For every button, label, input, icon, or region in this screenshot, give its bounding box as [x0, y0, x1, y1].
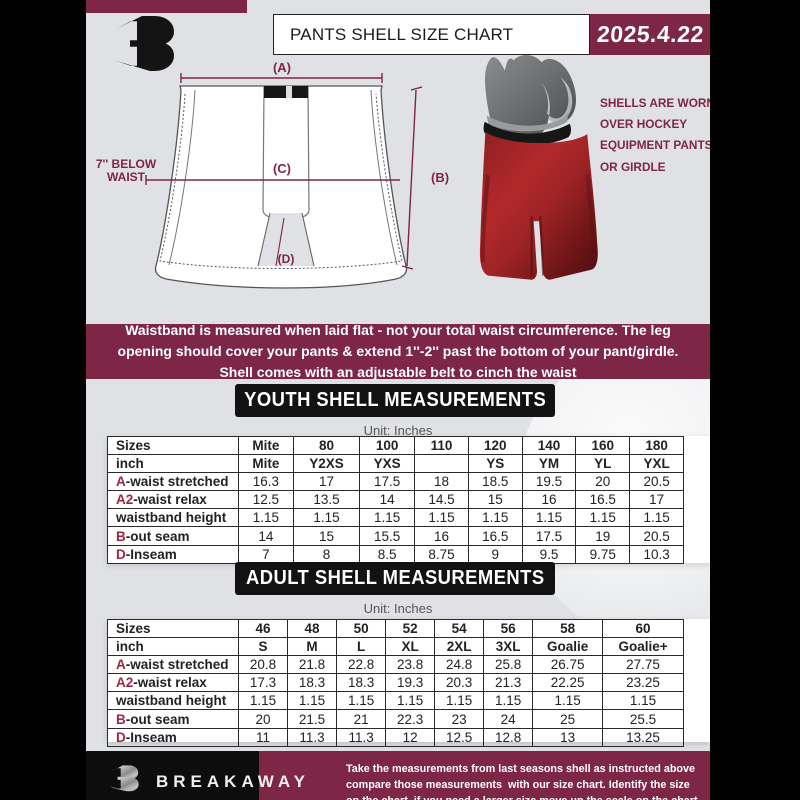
- svg-text:(D): (D): [278, 252, 295, 266]
- svg-text:7'' BELOW: 7'' BELOW: [96, 157, 157, 171]
- svg-text:(C): (C): [273, 161, 291, 176]
- svg-text:(B): (B): [431, 170, 449, 185]
- svg-text:WAIST: WAIST: [107, 170, 146, 184]
- svg-text:(A): (A): [273, 60, 291, 75]
